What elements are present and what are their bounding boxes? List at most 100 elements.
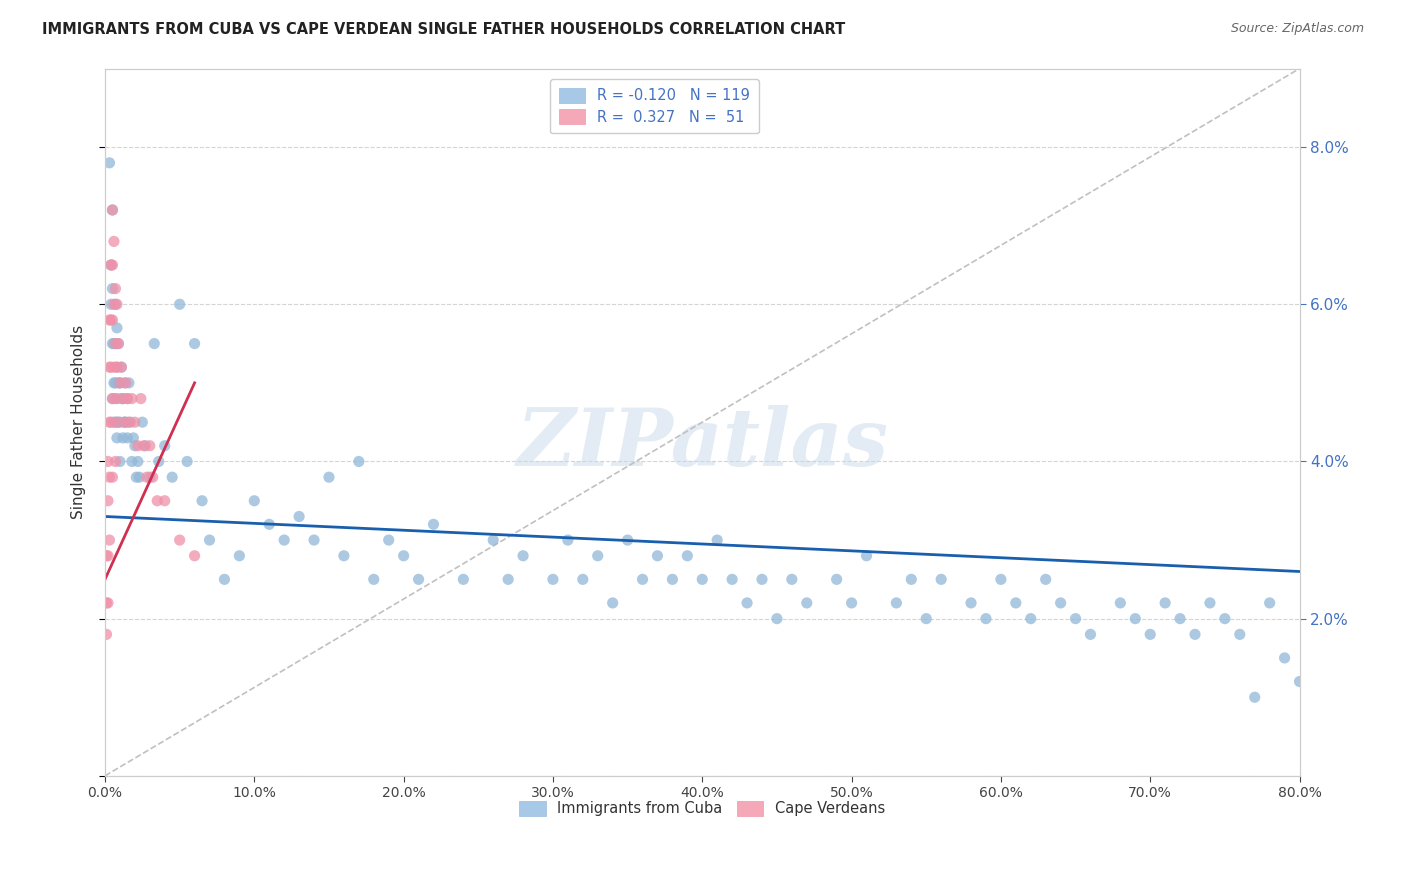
Point: [104, 415, 127, 429]
Point: [105, 297, 128, 311]
Point: [111, 431, 134, 445]
Point: [112, 415, 135, 429]
Point: [706, 533, 728, 547]
Point: [108, 454, 131, 468]
Point: [243, 493, 266, 508]
Point: [214, 572, 236, 586]
Point: [103, 235, 125, 249]
Point: [347, 454, 370, 468]
Point: [496, 572, 519, 586]
Point: [900, 572, 922, 586]
Point: [572, 572, 595, 586]
Text: ZIPatlas: ZIPatlas: [516, 405, 889, 483]
Point: [104, 282, 127, 296]
Point: [1274, 651, 1296, 665]
Point: [104, 376, 127, 390]
Point: [108, 376, 131, 390]
Point: [602, 596, 624, 610]
Point: [169, 297, 191, 311]
Point: [104, 454, 127, 468]
Point: [676, 549, 699, 563]
Point: [1004, 596, 1026, 610]
Point: [1035, 572, 1057, 586]
Point: [929, 572, 952, 586]
Point: [117, 392, 139, 406]
Point: [105, 431, 128, 445]
Point: [132, 439, 155, 453]
Point: [176, 454, 198, 468]
Point: [100, 360, 122, 375]
Point: [273, 533, 295, 547]
Point: [1123, 612, 1146, 626]
Point: [143, 336, 166, 351]
Point: [616, 533, 638, 547]
Point: [97, 596, 120, 610]
Point: [107, 336, 129, 351]
Point: [153, 439, 176, 453]
Point: [101, 470, 124, 484]
Point: [108, 415, 131, 429]
Point: [107, 336, 129, 351]
Point: [1258, 596, 1281, 610]
Point: [541, 572, 564, 586]
Point: [115, 376, 138, 390]
Point: [97, 549, 120, 563]
Point: [101, 336, 124, 351]
Point: [139, 470, 162, 484]
Point: [1243, 690, 1265, 705]
Point: [1168, 612, 1191, 626]
Point: [117, 431, 139, 445]
Point: [105, 360, 128, 375]
Point: [101, 313, 124, 327]
Point: [183, 549, 205, 563]
Point: [101, 392, 124, 406]
Point: [142, 470, 165, 484]
Point: [139, 439, 162, 453]
Point: [101, 282, 124, 296]
Point: [105, 321, 128, 335]
Point: [96, 596, 118, 610]
Point: [1049, 596, 1071, 610]
Point: [124, 415, 146, 429]
Point: [122, 431, 145, 445]
Point: [105, 360, 128, 375]
Point: [108, 376, 131, 390]
Point: [111, 392, 134, 406]
Point: [586, 549, 609, 563]
Point: [104, 297, 127, 311]
Point: [855, 549, 877, 563]
Legend: Immigrants from Cuba, Cape Verdeans: Immigrants from Cuba, Cape Verdeans: [510, 792, 894, 825]
Point: [107, 415, 129, 429]
Point: [1064, 612, 1087, 626]
Point: [100, 297, 122, 311]
Point: [101, 202, 124, 217]
Point: [333, 549, 356, 563]
Point: [751, 572, 773, 586]
Point: [146, 493, 169, 508]
Point: [111, 392, 134, 406]
Point: [198, 533, 221, 547]
Point: [134, 439, 156, 453]
Point: [825, 572, 848, 586]
Point: [631, 572, 654, 586]
Point: [127, 454, 149, 468]
Point: [100, 415, 122, 429]
Point: [98, 415, 121, 429]
Point: [377, 533, 399, 547]
Point: [735, 596, 758, 610]
Y-axis label: Single Father Households: Single Father Households: [72, 325, 86, 519]
Point: [112, 376, 135, 390]
Point: [661, 572, 683, 586]
Point: [915, 612, 938, 626]
Point: [135, 470, 157, 484]
Point: [97, 493, 120, 508]
Point: [169, 533, 191, 547]
Point: [647, 549, 669, 563]
Point: [98, 360, 121, 375]
Point: [128, 470, 150, 484]
Point: [228, 549, 250, 563]
Point: [1154, 596, 1177, 610]
Point: [105, 415, 128, 429]
Point: [796, 596, 818, 610]
Point: [115, 415, 138, 429]
